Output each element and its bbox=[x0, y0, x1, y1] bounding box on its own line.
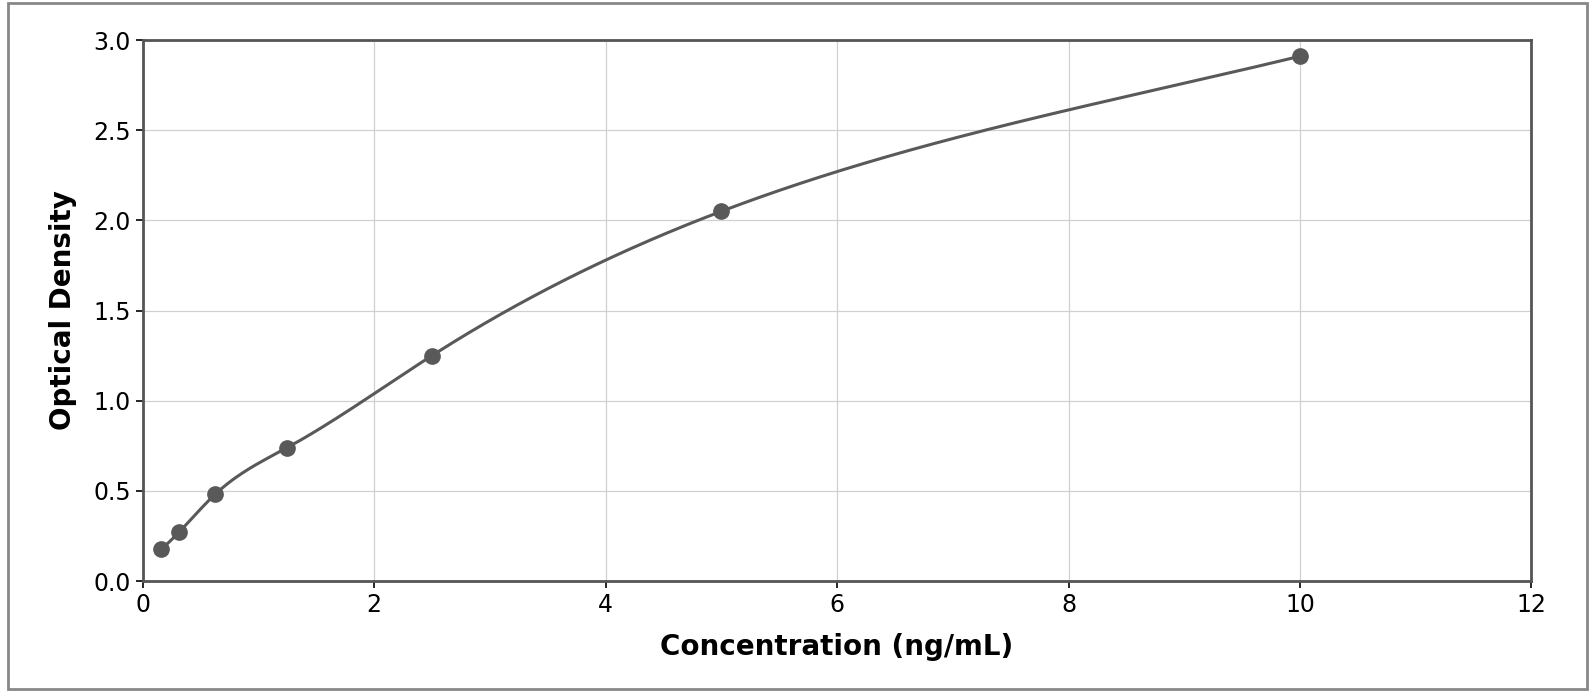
X-axis label: Concentration (ng/mL): Concentration (ng/mL) bbox=[660, 633, 1014, 662]
Point bbox=[166, 527, 191, 538]
Point bbox=[708, 206, 734, 217]
Y-axis label: Optical Density: Optical Density bbox=[48, 190, 77, 430]
Point bbox=[419, 350, 445, 361]
Point bbox=[203, 489, 228, 500]
Point bbox=[148, 544, 174, 555]
Point bbox=[1287, 51, 1313, 62]
Point bbox=[274, 442, 300, 453]
